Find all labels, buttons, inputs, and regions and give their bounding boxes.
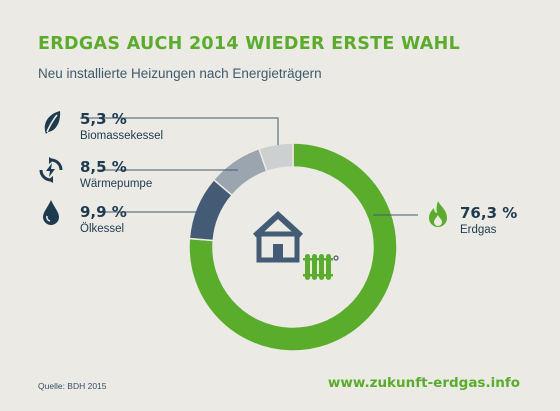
name-erdgas: Erdgas <box>460 224 497 236</box>
oil-drop-icon <box>43 200 59 225</box>
name-oelkessel: Ölkessel <box>80 223 125 235</box>
leader-lines <box>80 117 418 216</box>
slice-erdgas <box>188 142 398 352</box>
flame-icon <box>429 201 447 227</box>
chart-subtitle: Neu installierte Heizungen nach Energiet… <box>38 66 322 81</box>
website-link[interactable]: www.zukunft-erdgas.info <box>327 375 520 391</box>
value-erdgas: 76,3 % <box>460 204 518 222</box>
chart-title: ERDGAS AUCH 2014 WIEDER ERSTE WAHL <box>38 34 461 54</box>
slice-biomassekessel <box>258 142 294 173</box>
label-erdgas: 76,3 % Erdgas <box>460 204 517 236</box>
leaf-icon <box>44 111 61 134</box>
value-biomassekessel: 5,3 % <box>80 110 127 128</box>
source-note: Quelle: BDH 2015 <box>38 381 107 391</box>
donut-slices <box>188 142 398 352</box>
label-waermepumpe: 8,5 % Wärmepumpe <box>80 158 152 190</box>
value-oelkessel: 9,9 % <box>80 203 127 221</box>
value-waermepumpe: 8,5 % <box>80 158 127 176</box>
name-waermepumpe: Wärmepumpe <box>80 178 153 190</box>
leader-line-bio <box>80 117 279 145</box>
name-biomassekessel: Biomassekessel <box>80 130 164 142</box>
house-radiator-icon <box>252 210 339 280</box>
label-oelkessel: 9,9 % Ölkessel <box>80 203 127 235</box>
label-biomassekessel: 5,3 % Biomassekessel <box>80 110 163 142</box>
recycle-bolt-icon <box>39 157 63 183</box>
